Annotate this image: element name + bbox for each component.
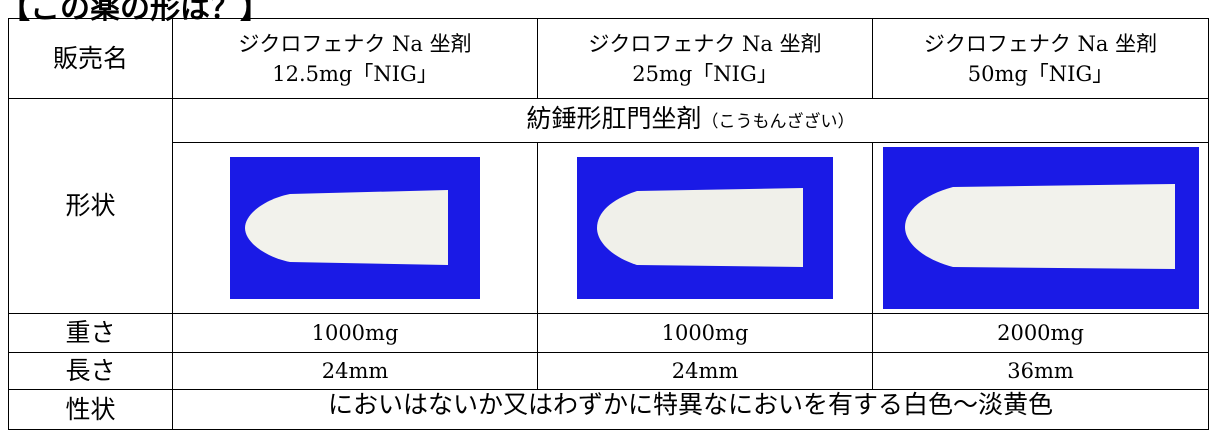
text: 50mg「NIG」: [967, 61, 1114, 86]
cell: 2000mg: [872, 313, 1209, 353]
cell: ジクロフェナク Na 坐剤 25mg「NIG」: [537, 18, 873, 99]
text: ジクロフェナク Na 坐剤: [588, 31, 822, 56]
text: 紡錘形肛門坐剤: [526, 104, 702, 133]
cell: 重さ: [8, 313, 173, 353]
row: 長さ 24mm 24mm 36mm: [8, 352, 1209, 390]
row: 重さ 1000mg 1000mg 2000mg: [8, 313, 1209, 353]
cell: 1000mg: [537, 313, 873, 353]
cell: 販売名: [8, 18, 173, 99]
cell: においはないか又はわずかに特異なにおいを有する白色～淡黄色: [172, 389, 1209, 430]
text: ジクロフェナク Na 坐剤: [238, 31, 472, 56]
row: 性状 においはないか又はわずかに特異なにおいを有する白色～淡黄色: [8, 389, 1209, 430]
cell: [872, 142, 1209, 314]
cell: ジクロフェナク Na 坐剤 50mg「NIG」: [872, 18, 1209, 99]
image: [230, 157, 480, 299]
cell: 形状: [8, 98, 173, 314]
cell: 24mm: [537, 352, 873, 390]
cell: 24mm: [172, 352, 538, 390]
cell: [172, 142, 538, 314]
text: （こうもんざざい）: [701, 112, 855, 132]
row: 形状 紡錘形肛門坐剤（こうもんざざい）: [8, 98, 1209, 314]
table: 販売名 ジクロフェナク Na 坐剤 12.5mg「NIG」 ジクロフェナク Na …: [8, 18, 1209, 430]
text: 12.5mg「NIG」: [272, 61, 438, 86]
cell: 36mm: [872, 352, 1209, 390]
header-row: 販売名 ジクロフェナク Na 坐剤 12.5mg「NIG」 ジクロフェナク Na …: [8, 18, 1209, 99]
cell: 1000mg: [172, 313, 538, 353]
image: [577, 157, 833, 299]
text: ジクロフェナク Na 坐剤: [923, 31, 1158, 56]
image: [882, 147, 1199, 309]
cell: [537, 142, 873, 314]
cell: ジクロフェナク Na 坐剤 12.5mg「NIG」: [172, 18, 538, 99]
text: 25mg「NIG」: [632, 61, 778, 86]
row: [9, 142, 1209, 314]
cell: 性状: [8, 389, 173, 430]
cell: 長さ: [8, 352, 173, 390]
cell: 紡錘形肛門坐剤（こうもんざざい）: [172, 98, 1209, 143]
